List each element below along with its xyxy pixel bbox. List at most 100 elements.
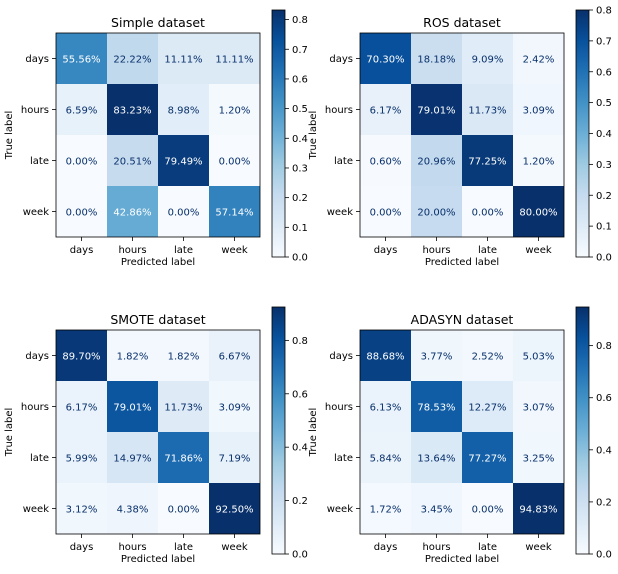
- cell-value-label: 0.00%: [168, 505, 200, 516]
- heatmap-cell: [107, 432, 158, 483]
- colorbar-tick-label: 0.0: [292, 253, 308, 264]
- y-tick-label: late: [30, 453, 49, 464]
- heatmap-cell: [462, 135, 513, 186]
- cell-value-label: 77.25%: [468, 157, 506, 168]
- x-tick-label: late: [174, 245, 193, 256]
- y-axis-label: True label: [308, 408, 319, 458]
- cell-value-label: 78.53%: [417, 403, 455, 414]
- x-axis-label: Predicted label: [425, 257, 499, 268]
- colorbar-tick-label: 0.4: [596, 445, 612, 456]
- x-tick-label: hours: [422, 542, 450, 553]
- x-tick-label: hours: [118, 245, 146, 256]
- x-axis-label: Predicted label: [121, 554, 195, 565]
- heatmap-cell: [209, 483, 260, 534]
- y-tick-label: week: [327, 504, 353, 515]
- heatmap-cell: [56, 330, 107, 381]
- cell-value-label: 3.07%: [523, 403, 555, 414]
- heatmap-cell: [56, 186, 107, 237]
- heatmap-cell: [209, 84, 260, 135]
- cell-value-label: 1.20%: [219, 106, 251, 117]
- y-tick-label: hours: [21, 105, 49, 116]
- cell-value-label: 57.14%: [215, 208, 253, 219]
- heatmap-cell: [513, 432, 564, 483]
- cell-value-label: 3.25%: [523, 454, 555, 465]
- heatmap-cell: [107, 381, 158, 432]
- cell-value-label: 5.84%: [370, 454, 402, 465]
- heatmap-cell: [107, 33, 158, 84]
- colorbar-tick-label: 0.1: [596, 222, 612, 233]
- x-tick-label: late: [174, 542, 193, 553]
- colorbar-tick-label: 0.0: [596, 253, 612, 264]
- colorbar-tick-label: 0.8: [292, 15, 308, 26]
- colorbar: [575, 9, 590, 258]
- colorbar-tick-label: 0.7: [596, 36, 612, 47]
- confusion-matrix-panel-2: ROS dataset 70.30% 18.18% 9.09% 2.42% 6.17% 79…: [308, 6, 612, 269]
- axes-frame: [55, 329, 261, 535]
- cell-value-label: 3.09%: [219, 403, 251, 414]
- x-tick-label: days: [374, 542, 398, 553]
- heatmap-cell: [411, 381, 462, 432]
- cell-value-label: 3.12%: [66, 505, 98, 516]
- x-tick-label: hours: [422, 245, 450, 256]
- cell-value-label: 11.11%: [164, 55, 202, 66]
- heatmap-cell: [56, 432, 107, 483]
- colorbar-tick-label: 0.6: [596, 393, 612, 404]
- heatmap-cell: [107, 135, 158, 186]
- cell-value-label: 42.86%: [113, 208, 151, 219]
- cell-value-label: 1.82%: [168, 352, 200, 363]
- heatmap-cell: [158, 135, 209, 186]
- cell-value-label: 6.17%: [370, 106, 402, 117]
- colorbar-tick-label: 0.8: [596, 6, 612, 17]
- colorbar-tick-label: 0.8: [292, 336, 308, 347]
- colorbar-tick-label: 0.1: [292, 223, 308, 234]
- colorbar: [271, 306, 286, 555]
- cell-value-label: 22.22%: [113, 55, 151, 66]
- heatmap-cell: [513, 84, 564, 135]
- cell-value-label: 0.60%: [370, 157, 402, 168]
- cell-value-label: 55.56%: [62, 55, 100, 66]
- heatmap-cell: [209, 33, 260, 84]
- y-tick-label: week: [327, 207, 353, 218]
- y-tick-label: days: [329, 54, 353, 65]
- y-axis-label: True label: [4, 408, 15, 458]
- heatmap-cell: [411, 186, 462, 237]
- x-tick-label: week: [525, 245, 551, 256]
- colorbar-tick-label: 0.2: [292, 193, 308, 204]
- heatmap-cell: [411, 432, 462, 483]
- cell-value-label: 4.38%: [117, 505, 149, 516]
- heatmap-cell: [56, 135, 107, 186]
- cell-value-label: 8.98%: [168, 106, 200, 117]
- y-tick-label: late: [334, 453, 353, 464]
- heatmap-cell: [462, 381, 513, 432]
- heatmap-cell: [360, 483, 411, 534]
- heatmap-cell: [411, 135, 462, 186]
- cell-value-label: 79.01%: [417, 106, 455, 117]
- cell-value-label: 79.49%: [164, 157, 202, 168]
- colorbar-tick-label: 0.5: [596, 98, 612, 109]
- y-axis-label: True label: [4, 111, 15, 161]
- cell-value-label: 20.00%: [417, 208, 455, 219]
- cell-value-label: 9.09%: [472, 55, 504, 66]
- heatmap-cell: [513, 33, 564, 84]
- cell-value-label: 6.17%: [66, 403, 98, 414]
- heatmap-cell: [360, 186, 411, 237]
- heatmap-cell: [158, 381, 209, 432]
- x-tick-label: days: [70, 245, 94, 256]
- heatmap-cell: [513, 186, 564, 237]
- heatmap-cell: [158, 33, 209, 84]
- heatmap-cell: [158, 330, 209, 381]
- colorbar-tick-label: 0.6: [596, 67, 612, 78]
- cell-value-label: 0.00%: [66, 208, 98, 219]
- cell-value-label: 0.00%: [66, 157, 98, 168]
- cell-value-label: 18.18%: [417, 55, 455, 66]
- heatmap-cell: [209, 330, 260, 381]
- colorbar-tick-label: 0.0: [292, 550, 308, 561]
- panel-title: ROS dataset: [423, 15, 501, 30]
- heatmap-cell: [56, 381, 107, 432]
- heatmap-cell: [158, 84, 209, 135]
- x-tick-label: late: [478, 542, 497, 553]
- colorbar-tick-label: 0.2: [292, 496, 308, 507]
- colorbar-tick-label: 0.4: [292, 134, 308, 145]
- heatmap-cell: [411, 483, 462, 534]
- cell-value-label: 11.73%: [468, 106, 506, 117]
